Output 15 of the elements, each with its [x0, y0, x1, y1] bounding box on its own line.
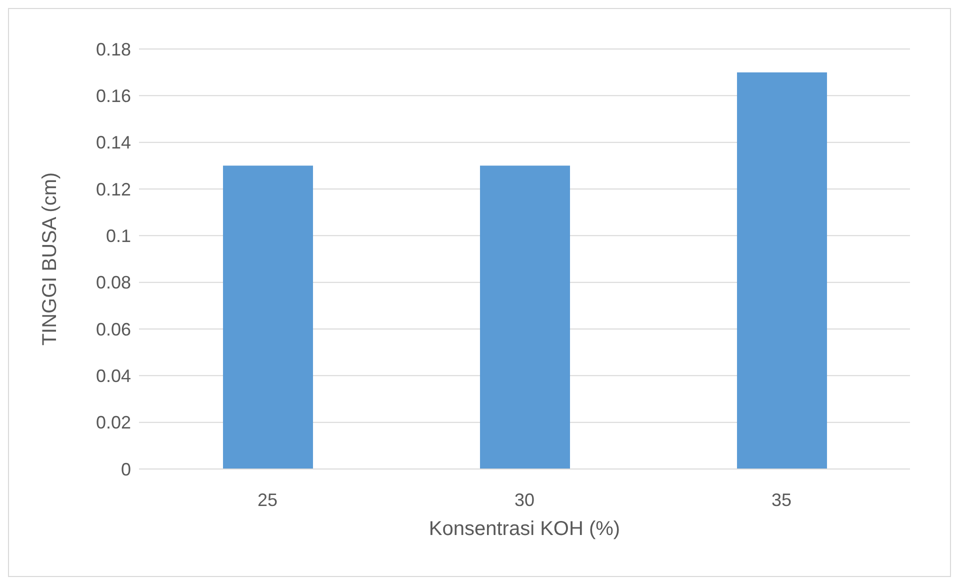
x-tick-label: 25 [257, 490, 278, 510]
y-tick-label: 0.06 [96, 319, 131, 340]
y-tick-label: 0.08 [96, 272, 131, 293]
y-tick-label: 0 [120, 459, 131, 480]
x-axis-title: Konsentrasi KOH (%) [428, 518, 620, 540]
x-tick-label: 30 [514, 490, 535, 510]
y-tick-label: 0.12 [96, 179, 131, 200]
x-tick-label: 35 [771, 490, 792, 510]
y-axis-title: TINGGI BUSA (cm) [39, 172, 62, 346]
y-tick-label: 0.04 [96, 366, 131, 386]
y-tick-label: 0.16 [96, 86, 131, 106]
y-tick-label: 0.14 [96, 132, 131, 153]
y-tick-label: 0.02 [96, 412, 131, 433]
y-tick-label: 0.1 [106, 226, 131, 246]
y-tick-label: 0.18 [96, 39, 131, 60]
